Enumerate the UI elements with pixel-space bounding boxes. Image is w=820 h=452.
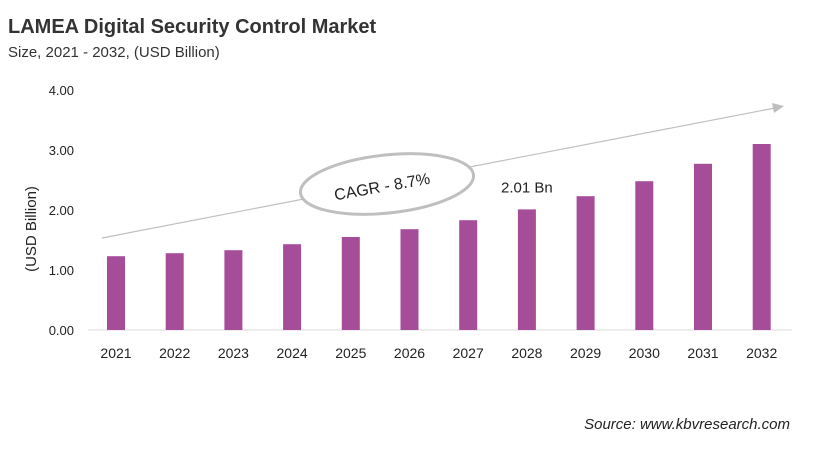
x-tick-label: 2029	[570, 345, 601, 361]
data-label-2028: 2.01 Bn	[501, 179, 553, 196]
y-axis-label: (USD Billion)	[23, 186, 40, 272]
y-tick-label: 3.00	[49, 143, 74, 158]
bar-2026	[400, 229, 419, 330]
bar-2031	[694, 163, 712, 330]
bar-2028	[517, 209, 536, 330]
bar-2032	[752, 144, 771, 330]
bar-2029	[576, 196, 595, 330]
chart-subtitle: Size, 2021 - 2032, (USD Billion)	[8, 44, 220, 61]
bar-2025	[341, 237, 360, 330]
bar-2024	[283, 244, 302, 330]
cagr-ellipse	[298, 152, 476, 216]
bar-2027	[459, 220, 478, 330]
x-tick-label: 2022	[159, 345, 190, 361]
y-tick-label: 2.00	[49, 203, 74, 218]
bar-2022	[165, 253, 184, 330]
x-tick-label: 2024	[277, 345, 308, 361]
x-tick-label: 2023	[218, 345, 249, 361]
x-tick-label: 2027	[453, 345, 484, 361]
y-tick-label: 4.00	[49, 83, 74, 98]
x-tick-label: 2028	[511, 345, 542, 361]
x-tick-label: 2025	[335, 345, 366, 361]
x-tick-label: 2026	[394, 345, 425, 361]
chart-title: LAMEA Digital Security Control Market	[8, 16, 377, 38]
x-tick-label: 2032	[746, 345, 777, 361]
bar-2030	[635, 181, 654, 330]
x-tick-label: 2030	[629, 345, 660, 361]
bar-2023	[224, 250, 243, 330]
bar-2021	[107, 256, 125, 330]
source-note: Source: www.kbvresearch.com	[584, 416, 790, 433]
x-tick-label: 2021	[100, 345, 131, 361]
x-tick-label: 2031	[687, 345, 718, 361]
y-tick-label: 1.00	[49, 263, 74, 278]
y-tick-label: 0.00	[49, 323, 74, 338]
